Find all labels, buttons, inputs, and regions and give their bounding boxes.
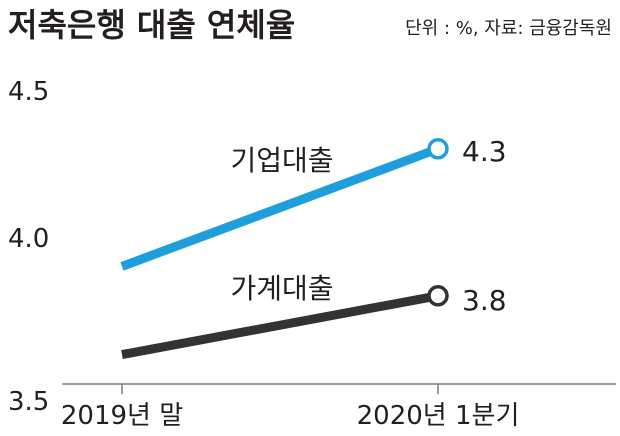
x-tick-label: 2019년 말 [61, 401, 183, 431]
series-label-household: 가계대출 [230, 272, 333, 305]
y-tick-labels: 4.5 4.0 3.5 [8, 77, 49, 417]
end-value-labels: 4.3 3.8 [462, 135, 507, 317]
y-tick-label: 3.5 [8, 387, 49, 417]
y-tick-label: 4.0 [8, 224, 49, 254]
x-tick-labels: 2019년 말 2020년 1분기 [61, 401, 520, 431]
series-line-1 [121, 291, 439, 360]
series-line-0 [120, 144, 440, 271]
series-end-marker-0 [427, 138, 449, 160]
series-label-corporate: 기업대출 [230, 144, 333, 177]
y-tick-label: 4.5 [8, 77, 49, 107]
axes [62, 383, 616, 394]
series-layer [120, 138, 449, 360]
x-tick-label: 2020년 1분기 [357, 401, 520, 431]
data-label-corporate-end: 4.3 [462, 135, 507, 168]
data-label-household-end: 3.8 [462, 284, 507, 317]
unit-source-note: 단위 : %, 자료: 금융감독원 [405, 18, 612, 39]
series-end-marker-1 [427, 285, 449, 307]
series-name-labels: 기업대출 가계대출 [230, 144, 333, 305]
chart-title: 저축은행 대출 연체율 [8, 6, 295, 44]
